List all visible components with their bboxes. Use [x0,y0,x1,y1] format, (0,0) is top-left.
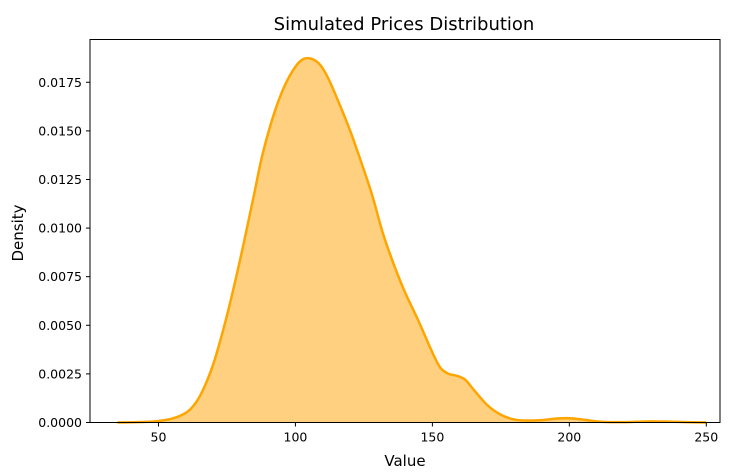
chart-title: Simulated Prices Distribution [274,14,535,35]
x-axis-ticks: 50 100 150 200 250 [151,422,718,445]
x-axis-label: Value [384,452,425,470]
density-line [117,56,707,424]
y-tick-label: 0.0150 [38,123,82,138]
density-fill [117,58,707,423]
y-tick-label: 0.0000 [38,415,82,430]
y-tick-label: 0.0125 [38,172,82,187]
x-tick-label: 250 [694,430,718,445]
x-tick-label: 50 [151,430,167,445]
y-tick-label: 0.0025 [38,366,82,381]
x-tick-label: 200 [557,430,581,445]
y-tick-label: 0.0175 [38,75,82,90]
y-axis-ticks: 0.0000 0.0025 0.0050 0.0075 0.0100 0.0125 0.01… [38,75,90,430]
plot-frame [89,39,721,423]
plot-area [117,56,707,424]
y-axis-label: Density [9,204,27,261]
x-tick-label: 150 [420,430,444,445]
y-tick-label: 0.0100 [38,221,82,236]
y-tick-label: 0.0075 [38,269,82,284]
y-tick-label: 0.0050 [38,318,82,333]
x-tick-label: 100 [284,430,308,445]
